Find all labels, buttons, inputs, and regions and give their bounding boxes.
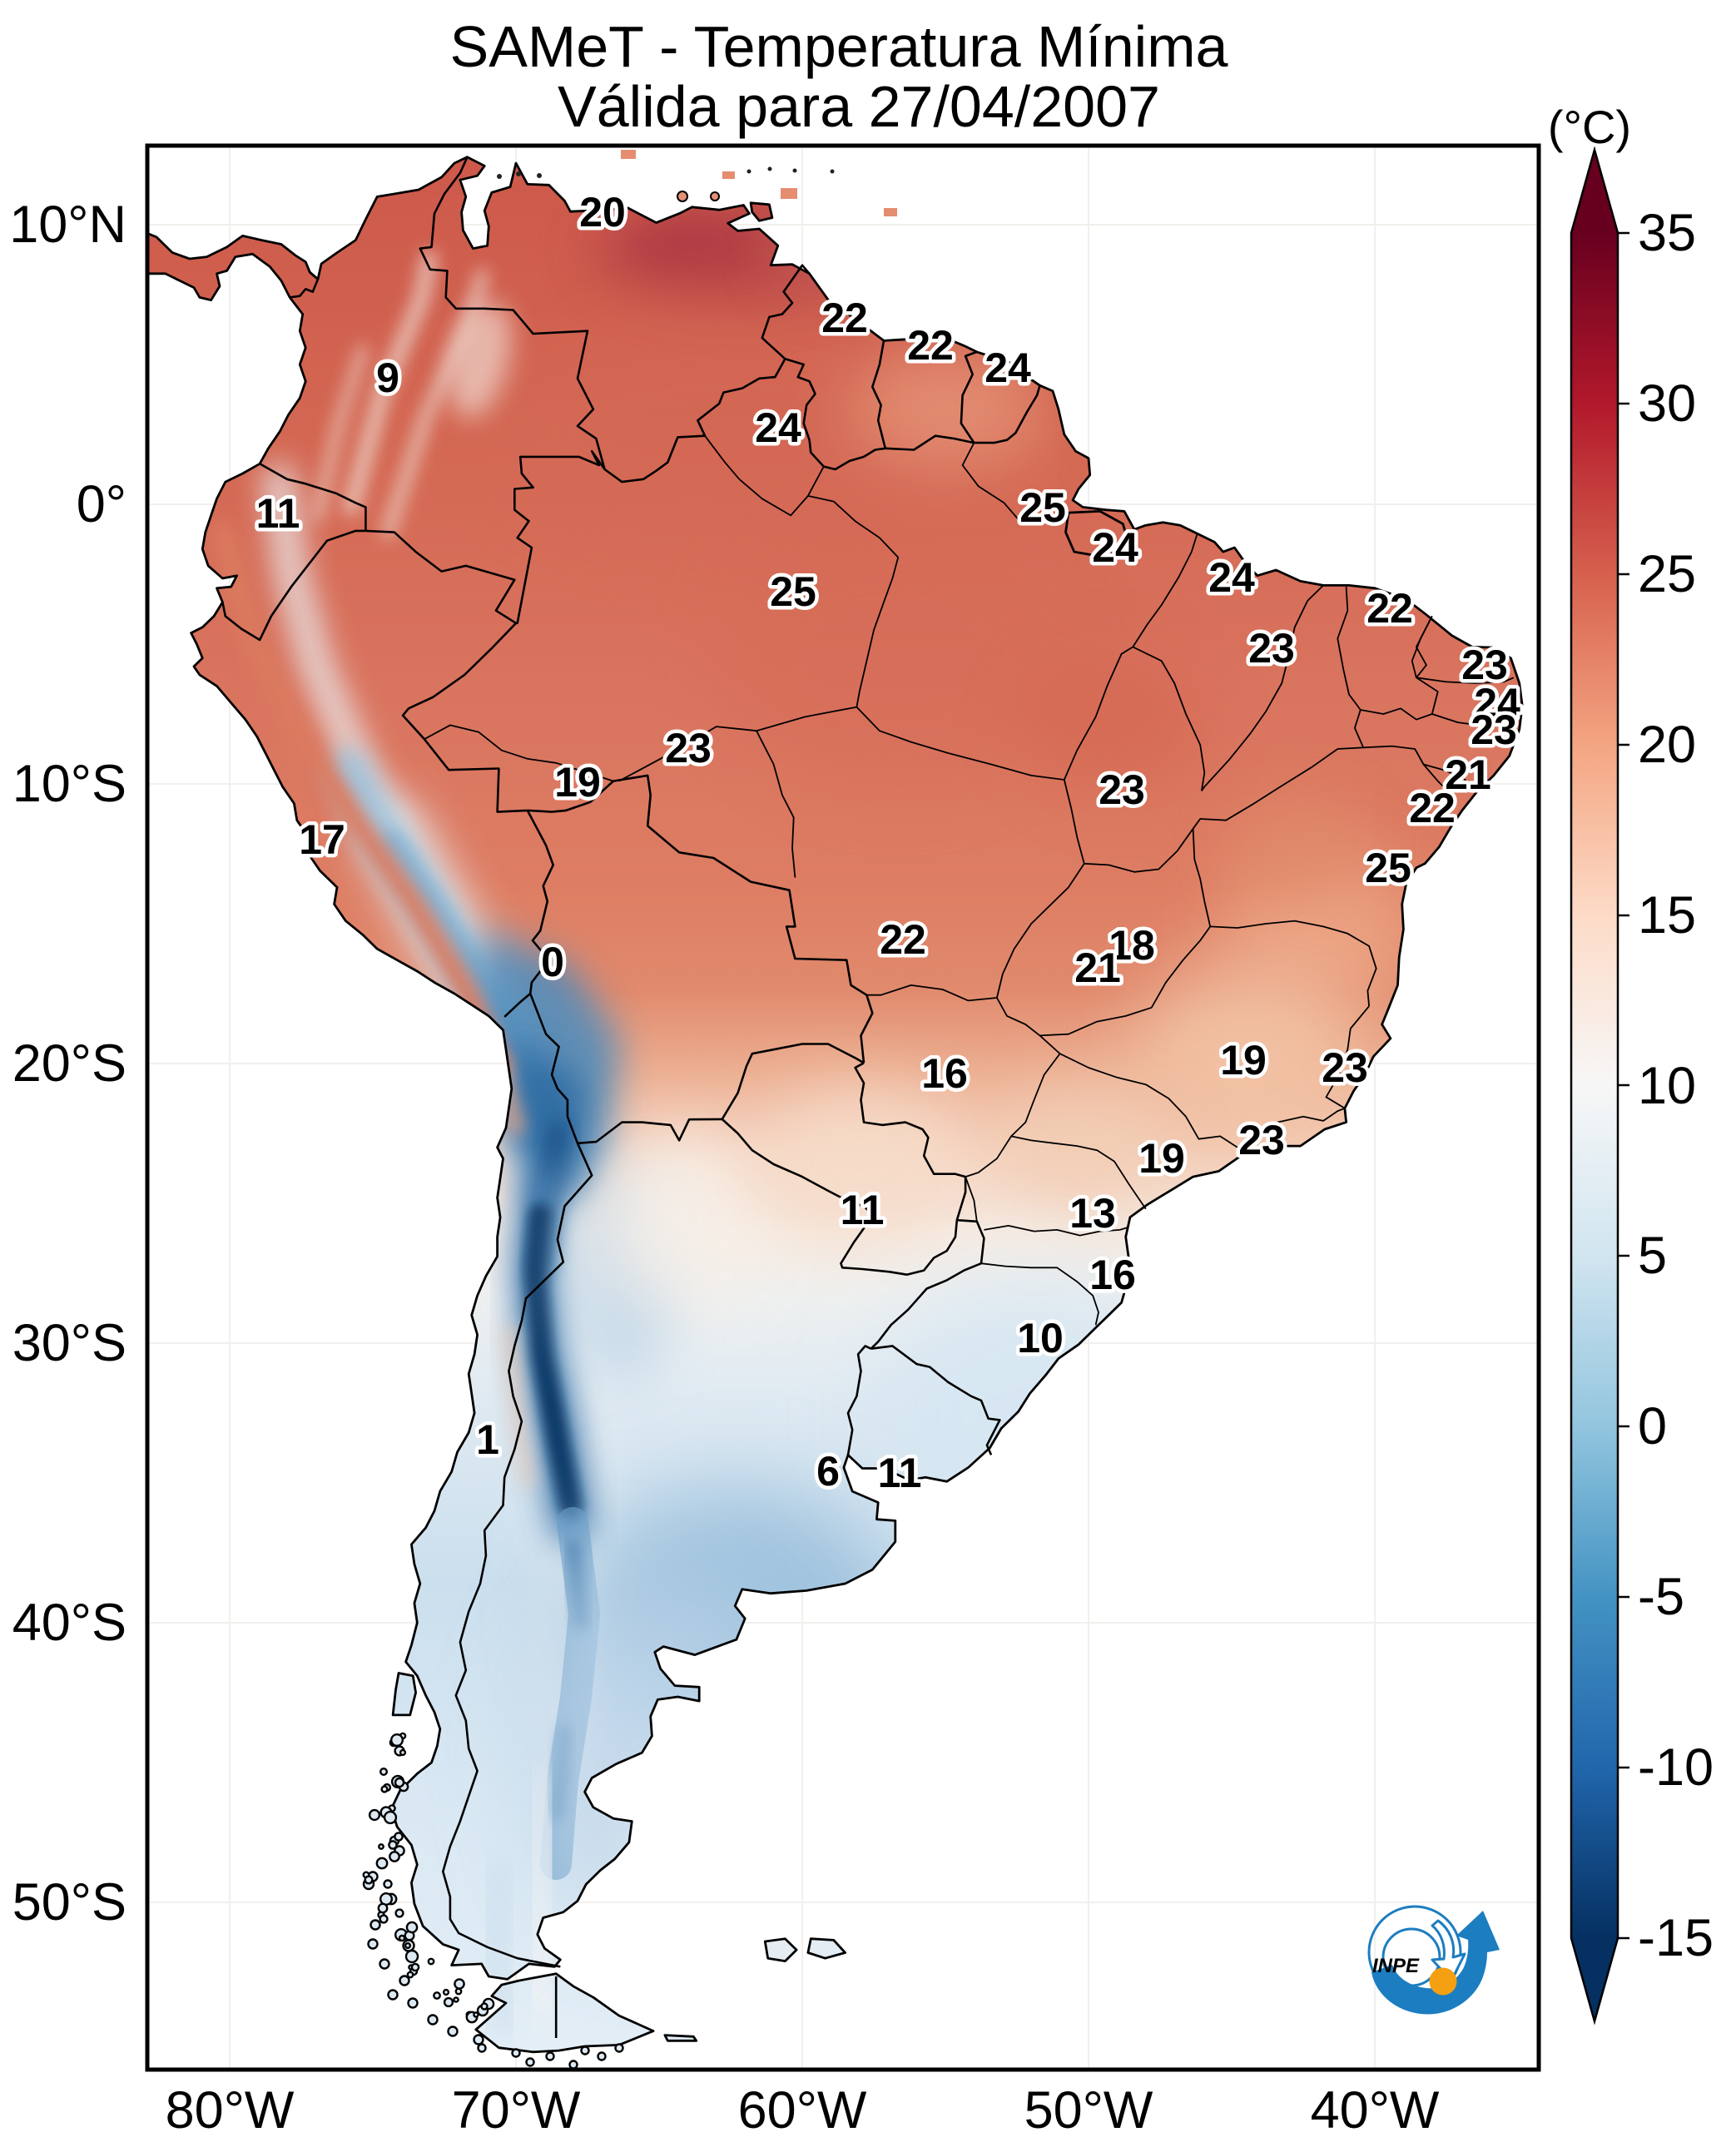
svg-text:50°W: 50°W <box>1024 2081 1153 2140</box>
svg-text:20: 20 <box>579 189 626 236</box>
svg-text:23: 23 <box>1322 1044 1368 1091</box>
svg-text:23: 23 <box>1248 625 1295 672</box>
svg-text:1: 1 <box>476 1416 499 1463</box>
svg-text:70°W: 70°W <box>452 2081 581 2140</box>
svg-text:(°C): (°C) <box>1548 101 1631 153</box>
svg-text:24: 24 <box>755 404 801 451</box>
svg-text:22: 22 <box>1366 585 1413 632</box>
svg-text:30: 30 <box>1638 374 1696 433</box>
svg-text:19: 19 <box>554 759 601 806</box>
svg-text:13: 13 <box>1069 1190 1116 1237</box>
svg-text:9: 9 <box>376 355 399 401</box>
svg-text:0°: 0° <box>77 475 126 533</box>
svg-text:23: 23 <box>1238 1117 1285 1163</box>
svg-text:80°W: 80°W <box>166 2081 295 2140</box>
svg-text:22: 22 <box>1409 785 1456 831</box>
svg-text:21: 21 <box>1074 945 1121 991</box>
svg-text:23: 23 <box>1471 707 1517 753</box>
svg-text:SAMeT - Temperatura Mínima: SAMeT - Temperatura Mínima <box>450 14 1228 79</box>
svg-text:6: 6 <box>816 1448 840 1495</box>
svg-text:10°N: 10°N <box>9 196 126 254</box>
svg-text:40°W: 40°W <box>1311 2081 1440 2140</box>
svg-text:16: 16 <box>921 1050 968 1097</box>
svg-text:24: 24 <box>1208 554 1255 601</box>
svg-text:5: 5 <box>1638 1227 1667 1285</box>
svg-text:35: 35 <box>1638 204 1696 262</box>
svg-text:10: 10 <box>1017 1315 1064 1361</box>
svg-text:Válida para 27/04/2007: Válida para 27/04/2007 <box>558 74 1160 139</box>
svg-text:23: 23 <box>1461 642 1508 688</box>
svg-text:0: 0 <box>1638 1397 1667 1455</box>
svg-text:25: 25 <box>1365 845 1411 891</box>
svg-text:18: 18 <box>1109 922 1155 969</box>
svg-text:-15: -15 <box>1638 1909 1714 1967</box>
svg-text:40°S: 40°S <box>12 1594 126 1652</box>
svg-text:10: 10 <box>1638 1057 1696 1115</box>
svg-text:15: 15 <box>1638 886 1696 945</box>
svg-text:24: 24 <box>1474 680 1520 726</box>
svg-text:20°S: 20°S <box>12 1034 126 1093</box>
svg-text:20: 20 <box>1638 716 1696 774</box>
svg-text:22: 22 <box>821 295 868 341</box>
svg-text:22: 22 <box>907 322 954 369</box>
svg-text:16: 16 <box>1089 1252 1136 1298</box>
svg-text:25: 25 <box>770 568 816 615</box>
svg-text:24: 24 <box>1092 524 1138 571</box>
svg-text:24: 24 <box>985 345 1031 391</box>
svg-text:11: 11 <box>841 1187 885 1233</box>
svg-text:23: 23 <box>1099 766 1145 813</box>
svg-text:-5: -5 <box>1638 1568 1684 1626</box>
svg-text:19: 19 <box>1138 1135 1185 1182</box>
svg-text:19: 19 <box>1220 1037 1267 1083</box>
svg-text:25: 25 <box>1019 484 1066 531</box>
svg-text:INPE: INPE <box>1372 1955 1420 1977</box>
svg-text:60°W: 60°W <box>738 2081 867 2140</box>
svg-text:11: 11 <box>256 490 300 537</box>
svg-text:10°S: 10°S <box>12 755 126 813</box>
svg-text:25: 25 <box>1638 545 1696 603</box>
svg-text:22: 22 <box>880 916 926 963</box>
svg-text:0: 0 <box>541 939 564 985</box>
svg-text:30°S: 30°S <box>12 1314 126 1372</box>
svg-text:11: 11 <box>878 1450 922 1496</box>
svg-text:50°S: 50°S <box>12 1873 126 1931</box>
svg-text:-10: -10 <box>1638 1738 1714 1797</box>
svg-text:21: 21 <box>1445 751 1491 798</box>
svg-text:23: 23 <box>665 725 712 771</box>
svg-text:17: 17 <box>299 816 345 863</box>
